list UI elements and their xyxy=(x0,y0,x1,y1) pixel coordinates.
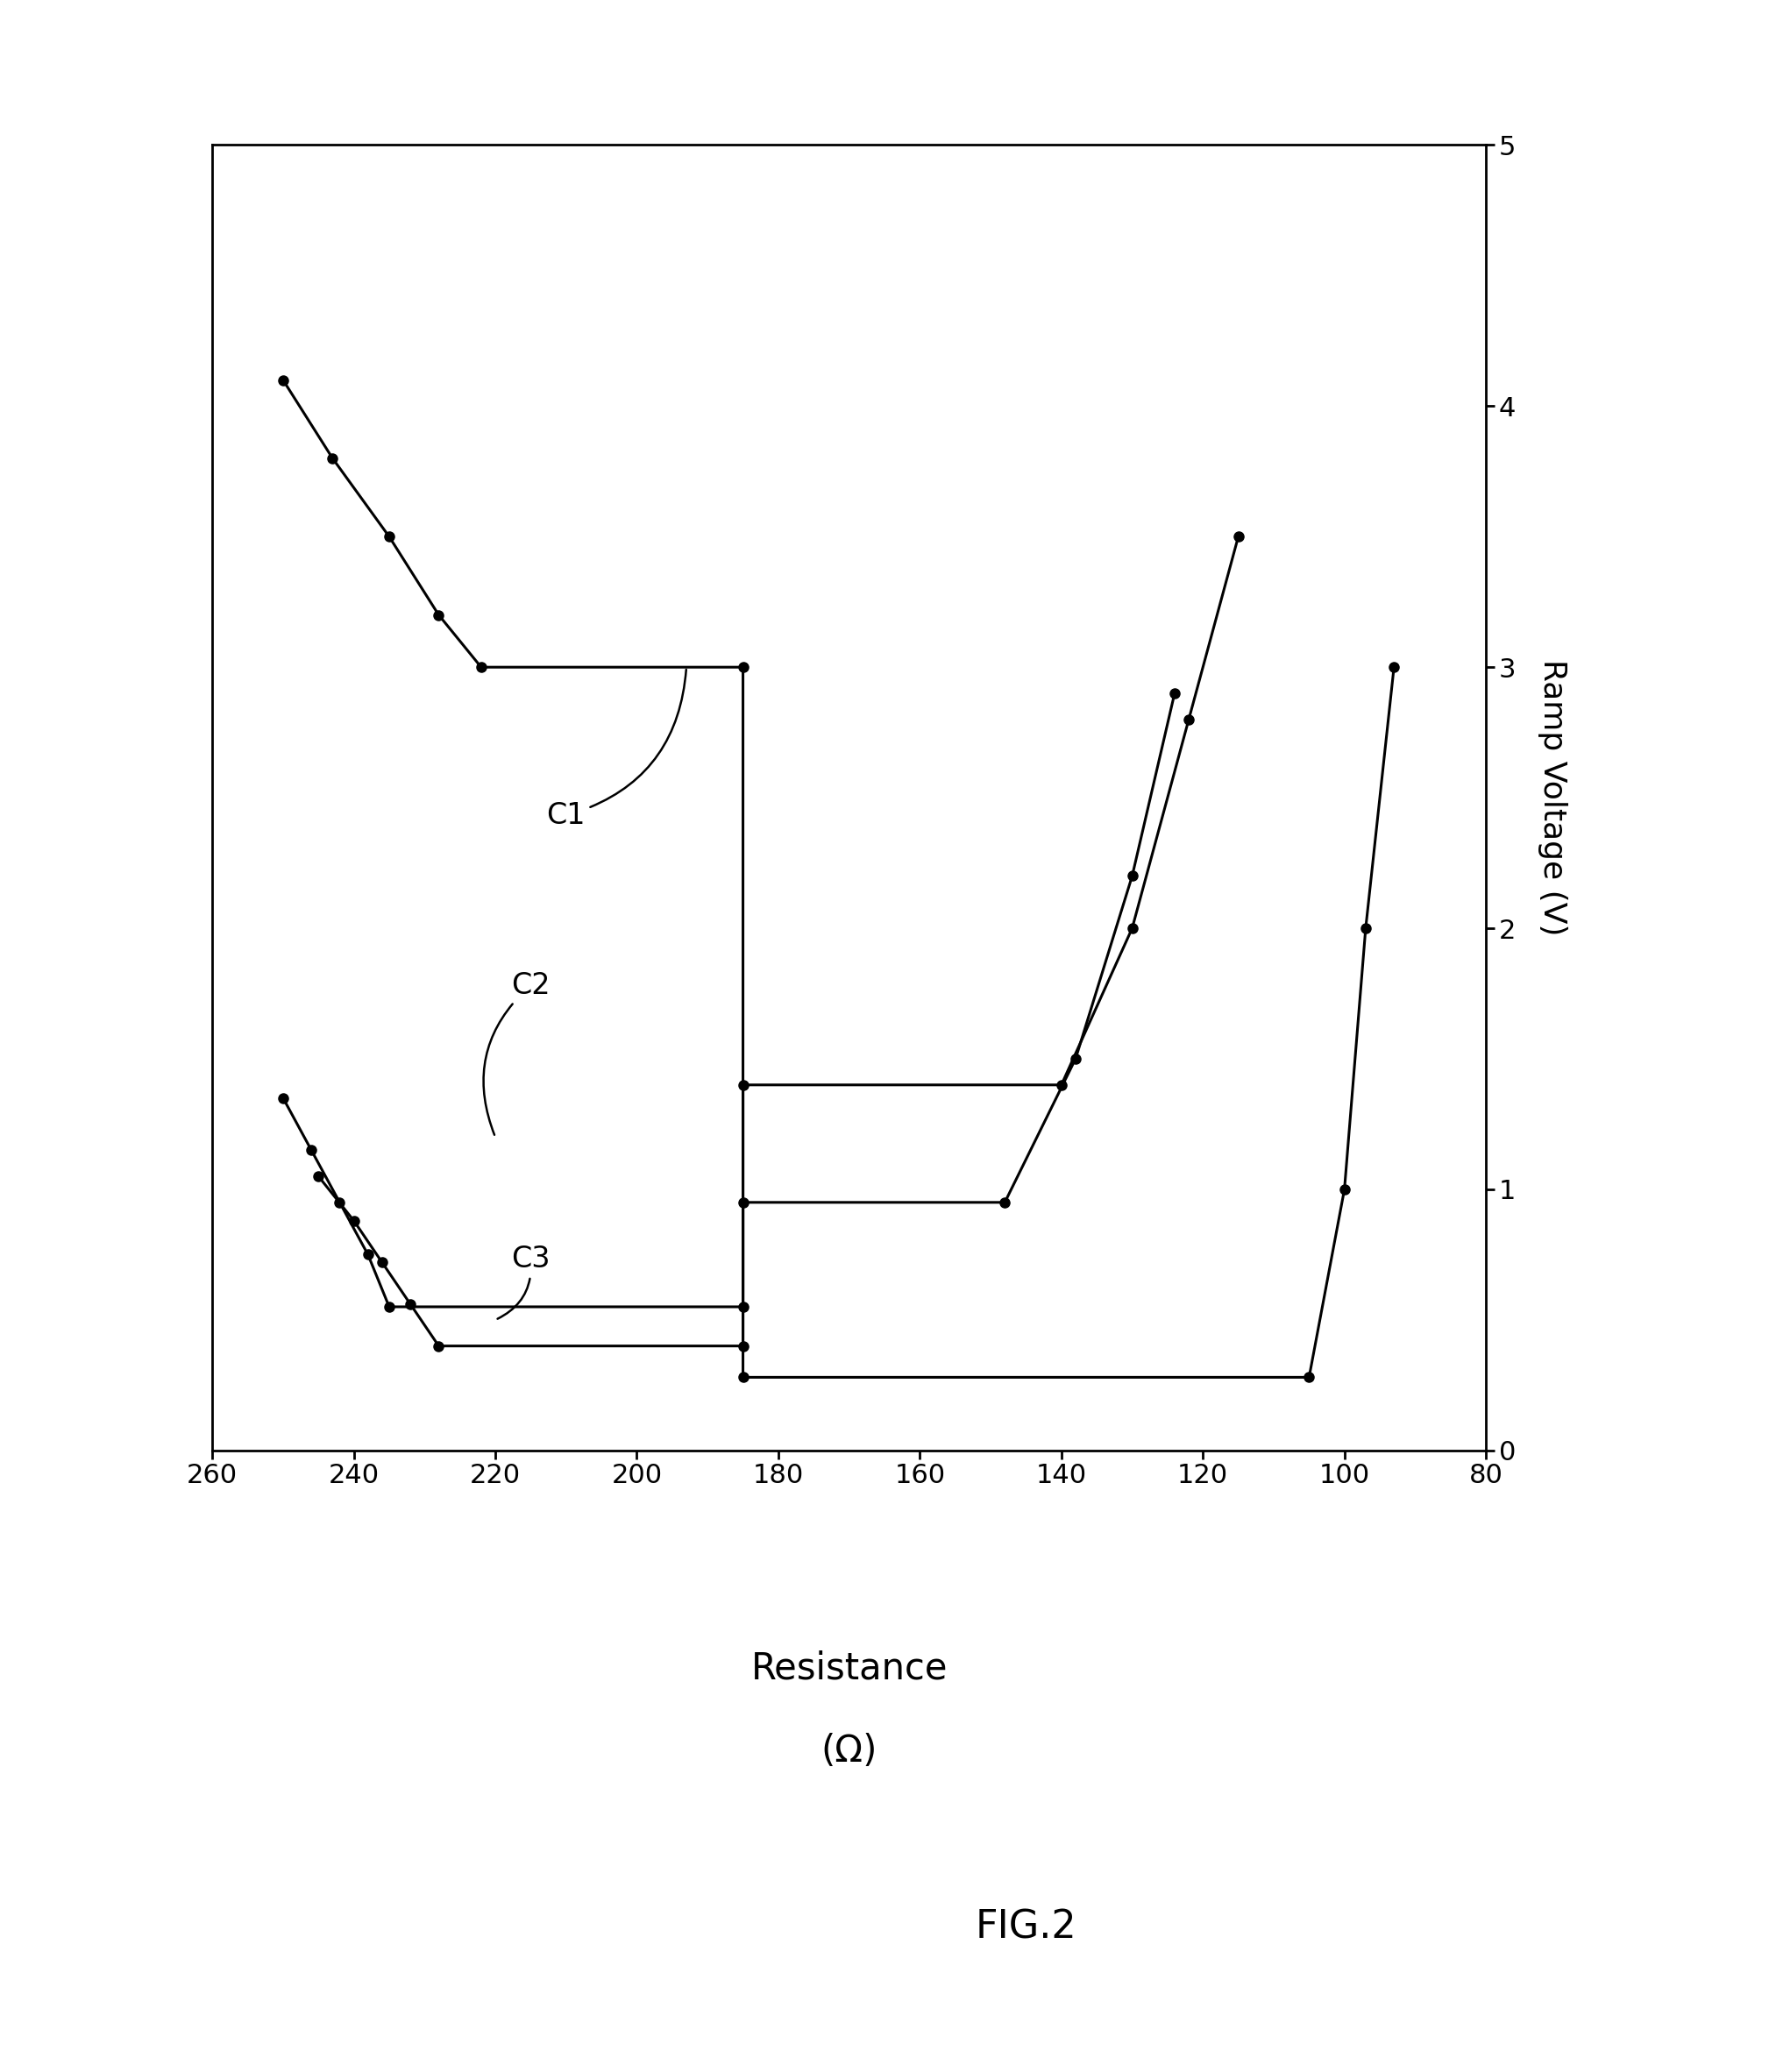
Text: Resistance: Resistance xyxy=(750,1649,948,1687)
Text: FIG.2: FIG.2 xyxy=(975,1908,1077,1946)
Text: C1: C1 xyxy=(547,669,686,831)
Text: C2: C2 xyxy=(483,972,550,1135)
Y-axis label: Ramp Voltage (V): Ramp Voltage (V) xyxy=(1537,659,1567,937)
Text: (Ω): (Ω) xyxy=(821,1732,877,1769)
Text: C3: C3 xyxy=(497,1245,550,1318)
